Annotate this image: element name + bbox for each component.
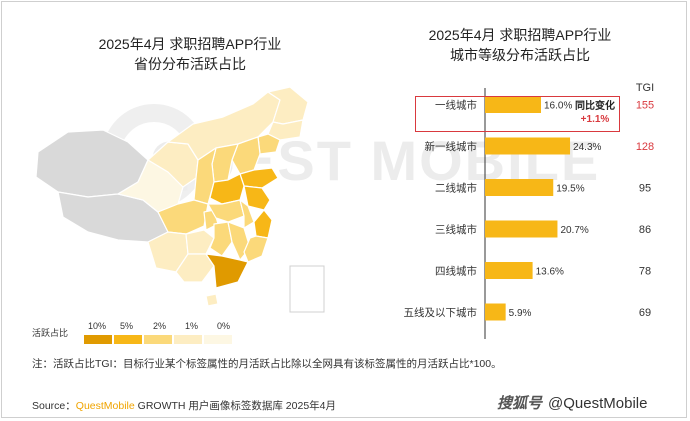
chart-title-line1: 2025年4月 求职招聘APP行业 [428,27,612,43]
legend-swatch-2 [144,335,172,344]
legend-swatch-1 [174,335,202,344]
bar [485,220,558,238]
footnote: 注：活跃占比TGI：目标行业某个标签属性的月活跃占比除以全网具有该标签属性的月活… [32,358,502,370]
map-title-line1: 2025年4月 求职招聘APP行业 [98,36,282,52]
tgi-value: 69 [639,307,651,319]
map-region-fujian [243,235,269,263]
map-region-guangdong [205,253,249,289]
chart-title-line2: 城市等级分布活跃占比 [450,47,590,63]
category-label: 二线城市 [435,182,477,195]
legend-tick: 5% [120,321,134,331]
category-label: 一线城市 [435,99,477,112]
tgi-value: 155 [636,100,654,112]
bar-value-label: 20.7% [560,225,588,236]
source-brand: QuestMobile [75,400,135,412]
bar [485,303,506,321]
map-region-guizhou [185,229,215,255]
map-title-line2: 省份分布活跃占比 [134,56,246,72]
south-china-sea-inset [289,265,325,313]
legend-tick: 0% [217,321,231,331]
map-region-jiangsu [243,185,271,211]
brand-watermark: 搜狐号 @QuestMobile [497,392,647,413]
tgi-header: TGI [635,82,655,94]
bar [485,262,533,279]
map-region-zhejiang [253,209,273,239]
legend-tick: 10% [88,321,107,331]
legend-swatch-0 [204,335,232,344]
tgi-value: 95 [639,183,651,195]
chart-title: 2025年4月 求职招聘APP行业 城市等级分布活跃占比 [390,25,650,65]
bar [485,137,571,155]
tgi-value: 78 [639,266,651,278]
brand-handle: @QuestMobile [548,395,648,412]
category-label: 五线及以下城市 [404,306,478,319]
highlight-box [415,96,620,132]
yoy-callout-value: +1.1% [580,114,610,125]
yoy-callout: 同比变化 +1.1% [566,100,624,126]
tgi-value: 128 [636,141,654,153]
bar-value-label: 24.3% [573,142,601,153]
source-rest: GROWTH 用户画像标签数据库 2025年4月 [134,400,337,412]
map-region-henan [209,173,245,205]
bar [485,96,541,113]
bar-value-label: 5.9% [509,308,532,319]
province-map [35,86,325,313]
category-label: 三线城市 [435,223,477,236]
legend-tick: 2% [153,321,167,331]
bar-value-label: 13.6% [536,267,564,278]
city-tier-bar-chart: 一线城市 16.0% 155 新一线城市 24.3% 128 二线城市 19.5% 95 三线城市… [404,88,654,339]
map-region-hainan [205,293,219,307]
bar-value-label: 16.0% [544,101,572,112]
category-label: 四线城市 [435,265,477,278]
legend-label: 活跃占比 [32,328,69,338]
bar-value-label: 19.5% [556,184,584,195]
legend-tick: 1% [185,321,199,331]
legend-swatches [84,335,234,344]
legend-swatch-5 [114,335,142,344]
map-region-anhui [239,199,255,229]
category-label: 新一线城市 [425,140,478,153]
tgi-value: 86 [639,224,651,236]
source-line: Source：QuestMobile GROWTH 用户画像标签数据库 2025… [32,398,336,413]
bar [485,179,554,196]
brand-channel: 搜狐号 [497,395,543,412]
map-title: 2025年4月 求职招聘APP行业 省份分布活跃占比 [60,34,320,74]
legend-swatch-10 [84,335,112,344]
source-prefix: Source： [32,400,76,412]
yoy-callout-title: 同比变化 [575,101,615,112]
